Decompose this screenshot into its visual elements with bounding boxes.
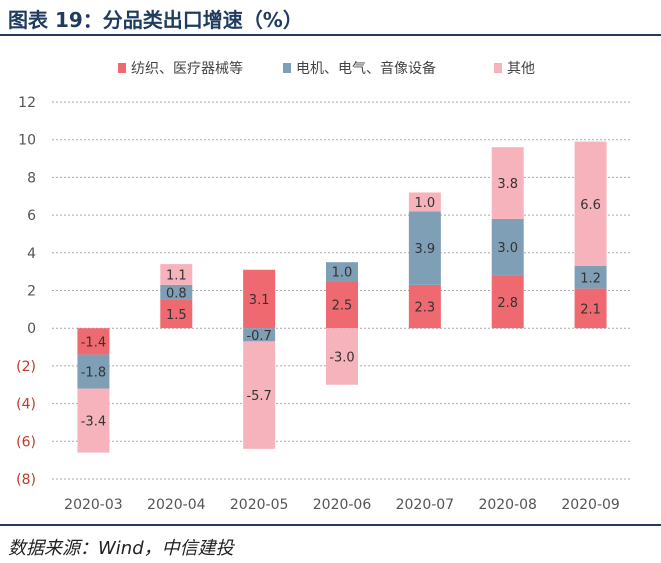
bar-segment xyxy=(408,211,441,285)
y-tick-label: 6 xyxy=(27,208,36,224)
data-label: -0.7 xyxy=(246,329,271,344)
bar-segment xyxy=(574,141,607,266)
bar-segment xyxy=(243,341,276,449)
x-tick-label: 2020-08 xyxy=(478,497,537,513)
data-label: 1.0 xyxy=(332,266,353,281)
bar-segment xyxy=(160,264,193,285)
data-label: 3.1 xyxy=(249,293,270,308)
y-tick-label: 12 xyxy=(18,95,36,111)
source-note: 数据来源：Wind，中信建投 xyxy=(8,538,234,559)
data-label: -3.4 xyxy=(81,415,106,430)
chart-area: 纺织、医疗器械等 电机、电气、音像设备 其他 12 10 8 6 4 2 0 (2) (4) (6) (8… xyxy=(0,36,661,524)
bar-segment xyxy=(574,288,607,329)
bar-segment xyxy=(408,284,441,329)
data-label: 2.8 xyxy=(497,296,518,311)
data-label: 1.0 xyxy=(415,196,436,211)
y-tick-label: 10 xyxy=(18,133,36,149)
x-tick-label: 2020-04 xyxy=(147,497,206,513)
bar-segment xyxy=(243,269,276,329)
data-label: -1.8 xyxy=(81,366,106,381)
y-tick-label: (6) xyxy=(16,434,36,450)
y-tick-label: (8) xyxy=(16,472,36,488)
x-tick-label: 2020-03 xyxy=(64,497,123,513)
data-label: 2.1 xyxy=(580,302,601,317)
data-label: 0.8 xyxy=(166,286,187,301)
x-tick-label: 2020-05 xyxy=(230,497,289,513)
stacked-bar-chart: 纺织、医疗器械等 电机、电气、音像设备 其他 12 10 8 6 4 2 0 (2) (4) (6) (8… xyxy=(16,60,632,513)
data-label: 3.9 xyxy=(415,242,436,257)
legend-swatch-3 xyxy=(494,63,502,73)
y-tick-label: 0 xyxy=(27,321,36,337)
bar-segment xyxy=(326,281,358,329)
bar-segment xyxy=(77,388,110,453)
y-tick-label: 8 xyxy=(27,170,36,186)
data-label: 3.8 xyxy=(497,177,518,192)
data-label: -3.0 xyxy=(329,350,354,365)
data-label: 2.3 xyxy=(415,301,436,316)
source-divider xyxy=(0,524,661,526)
chart-title: 图表 19：分品类出口增速（%） xyxy=(8,8,303,32)
legend-swatch-2 xyxy=(283,63,291,73)
y-tick-label: 2 xyxy=(27,284,36,300)
legend-label-3: 其他 xyxy=(507,61,535,77)
bar-segment xyxy=(77,328,110,355)
x-tick-label: 2020-06 xyxy=(313,497,372,513)
title-bar: 图表 19：分品类出口增速（%） xyxy=(0,0,661,36)
bar-segment xyxy=(77,354,110,389)
data-label: 6.6 xyxy=(580,198,601,213)
bar-segment xyxy=(408,192,441,212)
bar-segment xyxy=(326,328,358,385)
legend-swatch-1 xyxy=(118,63,126,73)
data-label: 1.5 xyxy=(166,308,187,323)
bar-segment xyxy=(160,299,193,329)
data-label: 1.1 xyxy=(166,268,187,283)
y-tick-label: (2) xyxy=(16,359,36,375)
x-tick-label: 2020-07 xyxy=(396,497,455,513)
data-label: -1.4 xyxy=(81,335,106,350)
bar-segment xyxy=(574,265,607,289)
bar-segment xyxy=(491,218,524,276)
legend-label-1: 纺织、医疗器械等 xyxy=(131,60,243,77)
bar-segment xyxy=(326,262,358,282)
data-label: 2.5 xyxy=(332,299,353,314)
data-label: 1.2 xyxy=(580,271,601,286)
bar-segment xyxy=(491,147,524,219)
bar-segment xyxy=(243,328,276,342)
bar-segment xyxy=(491,275,524,329)
bar-segment xyxy=(160,284,193,300)
data-label: -5.7 xyxy=(246,389,271,404)
data-label: 3.0 xyxy=(497,241,518,256)
y-tick-label: (4) xyxy=(16,397,36,413)
y-tick-label: 4 xyxy=(27,246,36,262)
x-tick-label: 2020-09 xyxy=(561,497,620,513)
legend-label-2: 电机、电气、音像设备 xyxy=(296,60,436,77)
